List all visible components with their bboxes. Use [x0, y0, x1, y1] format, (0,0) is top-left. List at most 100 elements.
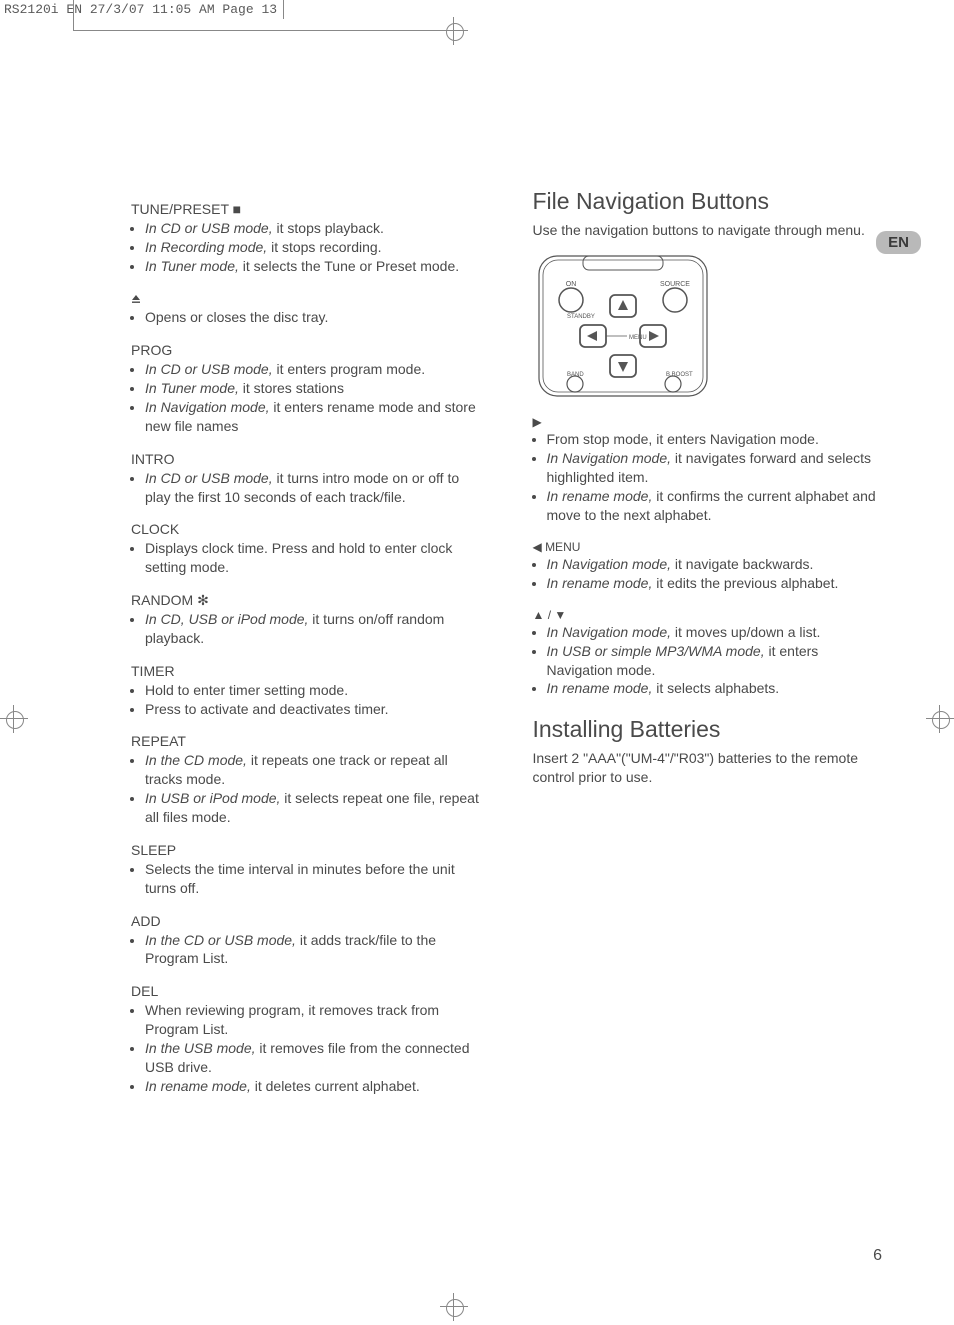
italic-text: In rename mode,: [547, 488, 653, 504]
italic-text: In CD or USB mode,: [145, 220, 273, 236]
list-item: From stop mode, it enters Navigation mod…: [547, 430, 885, 449]
label-on: ON: [565, 281, 576, 288]
text: it selects the Tune or Preset mode.: [239, 258, 459, 274]
list-updown: In Navigation mode, it moves up/down a l…: [533, 623, 885, 699]
registration-mark-bottom: [440, 1293, 468, 1321]
label-standby: STANDBY: [567, 314, 595, 320]
list-item: In rename mode, it deletes current alpha…: [145, 1077, 483, 1096]
heading-file-nav: File Navigation Buttons: [533, 186, 885, 217]
list-item: In Navigation mode, it enters rename mod…: [145, 398, 483, 436]
list-item: In Tuner mode, it selects the Tune or Pr…: [145, 257, 483, 276]
text: Press to activate and deactivates timer.: [145, 701, 389, 717]
list-item: In the CD mode, it repeats one track or …: [145, 751, 483, 789]
label-menu: MENU: [629, 335, 647, 341]
list-tune: In CD or USB mode, it stops playback. In…: [131, 219, 483, 276]
italic-text: In rename mode,: [145, 1078, 251, 1094]
text: it stores stations: [239, 380, 344, 396]
eject-symbol-icon: [131, 294, 141, 304]
list-eject: Opens or closes the disc tray.: [131, 308, 483, 327]
italic-text: In CD, USB or iPod mode,: [145, 611, 308, 627]
heading-clock: CLOCK: [131, 520, 483, 539]
list-item: In Navigation mode, it navigate backward…: [547, 555, 885, 574]
italic-text: In CD or USB mode,: [145, 470, 273, 486]
label-band: BAND: [567, 372, 584, 378]
italic-text: In Tuner mode,: [145, 380, 239, 396]
list-item: When reviewing program, it removes track…: [145, 1001, 483, 1039]
list-clock: Displays clock time. Press and hold to e…: [131, 539, 483, 577]
language-badge: EN: [876, 231, 921, 254]
list-item: Selects the time interval in minutes bef…: [145, 860, 483, 898]
list-item: In the USB mode, it removes file from th…: [145, 1039, 483, 1077]
registration-mark-top: [440, 17, 468, 45]
heading-install-batteries: Installing Batteries: [533, 714, 885, 745]
list-item: In the CD or USB mode, it adds track/fil…: [145, 931, 483, 969]
italic-text: In Navigation mode,: [547, 450, 672, 466]
list-item: In Navigation mode, it navigates forward…: [547, 449, 885, 487]
italic-text: In Navigation mode,: [547, 556, 672, 572]
list-timer: Hold to enter timer setting mode. Press …: [131, 681, 483, 719]
list-item: In Recording mode, it stops recording.: [145, 238, 483, 257]
list-intro: In CD or USB mode, it turns intro mode o…: [131, 469, 483, 507]
list-item: In rename mode, it selects alphabets.: [547, 679, 885, 698]
text: it deletes current alphabet.: [251, 1078, 420, 1094]
heading-add: ADD: [131, 912, 483, 931]
text: Hold to enter timer setting mode.: [145, 682, 348, 698]
italic-text: In CD or USB mode,: [145, 361, 273, 377]
list-repeat: In the CD mode, it repeats one track or …: [131, 751, 483, 827]
list-item: In CD, USB or iPod mode, it turns on/off…: [145, 610, 483, 648]
text: When reviewing program, it removes track…: [145, 1002, 439, 1037]
list-item: In Tuner mode, it stores stations: [145, 379, 483, 398]
heading-prog: PROG: [131, 341, 483, 360]
top-rule: [73, 30, 465, 31]
content-columns: TUNE/PRESET ■ In CD or USB mode, it stop…: [0, 36, 954, 1102]
heading-del: DEL: [131, 982, 483, 1001]
page-number: 6: [873, 1247, 882, 1265]
left-column: TUNE/PRESET ■ In CD or USB mode, it stop…: [131, 186, 483, 1102]
list-item: In CD or USB mode, it stops playback.: [145, 219, 483, 238]
file-run-header: RS2120i EN 27/3/07 11:05 AM Page 13: [2, 0, 284, 19]
heading-intro: INTRO: [131, 450, 483, 469]
italic-text: In Recording mode,: [145, 239, 267, 255]
italic-text: In USB or simple MP3/WMA mode,: [547, 643, 765, 659]
list-item: In CD or USB mode, it turns intro mode o…: [145, 469, 483, 507]
label-source: SOURCE: [660, 281, 690, 288]
heading-sleep: SLEEP: [131, 841, 483, 860]
list-add: In the CD or USB mode, it adds track/fil…: [131, 931, 483, 969]
list-item: Press to activate and deactivates timer.: [145, 700, 483, 719]
right-column: File Navigation Buttons Use the navigati…: [533, 186, 885, 1102]
list-item: In Navigation mode, it moves up/down a l…: [547, 623, 885, 642]
list-menu: In Navigation mode, it navigate backward…: [533, 555, 885, 593]
list-item: In CD or USB mode, it enters program mod…: [145, 360, 483, 379]
list-item: In USB or simple MP3/WMA mode, it enters…: [547, 642, 885, 680]
list-prog: In CD or USB mode, it enters program mod…: [131, 360, 483, 436]
italic-text: In Navigation mode,: [547, 624, 672, 640]
text: it edits the previous alphabet.: [652, 575, 838, 591]
menu-symbol: ◀ MENU: [533, 539, 885, 555]
registration-mark-left: [0, 705, 28, 733]
list-play: From stop mode, it enters Navigation mod…: [533, 430, 885, 524]
remote-diagram: ON SOURCE STANDBY MENU BAND B.BOOST: [533, 250, 713, 400]
heading-tune: TUNE/PRESET ■: [131, 200, 483, 219]
list-item: Opens or closes the disc tray.: [145, 308, 483, 327]
list-random: In CD, USB or iPod mode, it turns on/off…: [131, 610, 483, 648]
list-del: When reviewing program, it removes track…: [131, 1001, 483, 1095]
text: Displays clock time. Press and hold to e…: [145, 540, 452, 575]
print-header-area: RS2120i EN 27/3/07 11:05 AM Page 13: [0, 0, 954, 36]
eject-icon: [131, 290, 483, 309]
italic-text: In Tuner mode,: [145, 258, 239, 274]
text: it enters program mode.: [273, 361, 426, 377]
heading-timer: TIMER: [131, 662, 483, 681]
list-item: In USB or iPod mode, it selects repeat o…: [145, 789, 483, 827]
italic-text: In Navigation mode,: [145, 399, 270, 415]
heading-random: RANDOM ✻: [131, 591, 483, 610]
text: it stops playback.: [273, 220, 384, 236]
list-item: In rename mode, it edits the previous al…: [547, 574, 885, 593]
text: it stops recording.: [267, 239, 381, 255]
italic-text: In rename mode,: [547, 680, 653, 696]
text: it selects alphabets.: [652, 680, 779, 696]
corner-tick: [73, 0, 74, 30]
play-symbol: ▶: [533, 414, 885, 430]
registration-mark-right: [926, 705, 954, 733]
install-batteries-text: Insert 2 "AAA"("UM-4"/"R03") batteries t…: [533, 749, 885, 787]
text: it moves up/down a list.: [671, 624, 820, 640]
